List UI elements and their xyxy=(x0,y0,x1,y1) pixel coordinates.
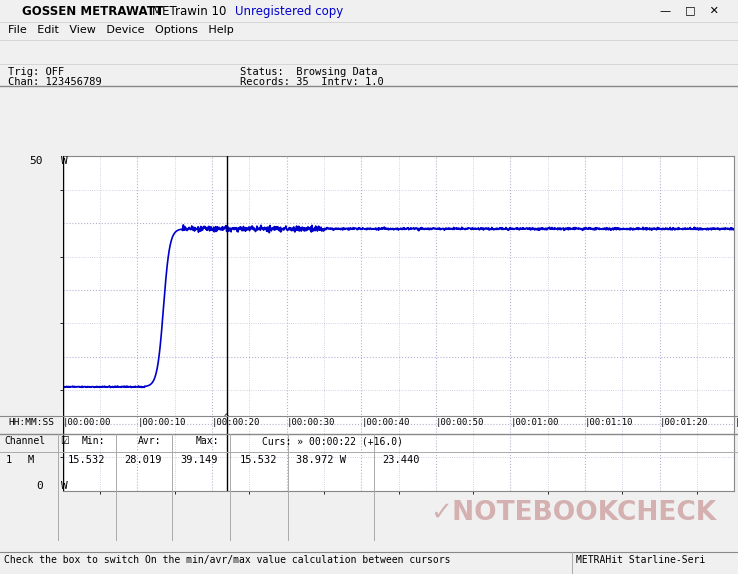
Text: Min:: Min: xyxy=(82,436,106,446)
Text: Unregistered copy: Unregistered copy xyxy=(235,5,343,18)
Text: 28.019: 28.019 xyxy=(124,455,162,465)
Text: Curs: » 00:00:22 (+16.0): Curs: » 00:00:22 (+16.0) xyxy=(262,436,403,446)
Text: METRAHit Starline-Seri: METRAHit Starline-Seri xyxy=(576,555,706,565)
Text: METrawin 10: METrawin 10 xyxy=(152,5,227,18)
Text: Status:  Browsing Data: Status: Browsing Data xyxy=(240,67,378,77)
Text: W: W xyxy=(61,481,67,491)
Text: ^: ^ xyxy=(224,413,229,422)
Text: 1: 1 xyxy=(6,455,13,465)
Text: 39.149: 39.149 xyxy=(180,455,218,465)
Text: 0: 0 xyxy=(36,481,43,491)
Text: Records: 35  Intrv: 1.0: Records: 35 Intrv: 1.0 xyxy=(240,77,384,87)
Text: |00:01:30: |00:01:30 xyxy=(734,418,738,427)
Text: |00:00:50: |00:00:50 xyxy=(436,418,484,427)
Text: Avr:: Avr: xyxy=(138,436,162,446)
Text: M: M xyxy=(28,455,34,465)
Text: |00:00:20: |00:00:20 xyxy=(212,418,261,427)
Text: File   Edit   View   Device   Options   Help: File Edit View Device Options Help xyxy=(8,25,234,35)
Text: Channel: Channel xyxy=(4,436,45,446)
Text: Chan: 123456789: Chan: 123456789 xyxy=(8,77,102,87)
Text: |00:00:00: |00:00:00 xyxy=(63,418,111,427)
Text: 15.532: 15.532 xyxy=(240,455,277,465)
Text: 15.532: 15.532 xyxy=(68,455,106,465)
Text: ✓NOTEBOOKCHECK: ✓NOTEBOOKCHECK xyxy=(430,500,716,526)
Text: 23.440: 23.440 xyxy=(382,455,419,465)
Text: |00:01:00: |00:01:00 xyxy=(511,418,559,427)
Text: Check the box to switch On the min/avr/max value calculation between cursors: Check the box to switch On the min/avr/m… xyxy=(4,555,450,565)
Text: Trig: OFF: Trig: OFF xyxy=(8,67,64,77)
Text: 50: 50 xyxy=(29,156,43,166)
Text: 38.972 W: 38.972 W xyxy=(296,455,346,465)
Text: HH:MM:SS: HH:MM:SS xyxy=(8,418,54,427)
Text: ☑: ☑ xyxy=(60,436,69,446)
Text: —    □    ✕: — □ ✕ xyxy=(660,5,719,15)
Text: |00:01:20: |00:01:20 xyxy=(660,418,708,427)
Text: |00:00:40: |00:00:40 xyxy=(361,418,410,427)
Text: GOSSEN METRAWATT: GOSSEN METRAWATT xyxy=(22,5,163,18)
Text: Max:: Max: xyxy=(196,436,219,446)
Text: |00:00:10: |00:00:10 xyxy=(137,418,186,427)
Text: W: W xyxy=(61,156,67,166)
Text: |00:00:30: |00:00:30 xyxy=(286,418,335,427)
Text: |00:01:10: |00:01:10 xyxy=(585,418,633,427)
